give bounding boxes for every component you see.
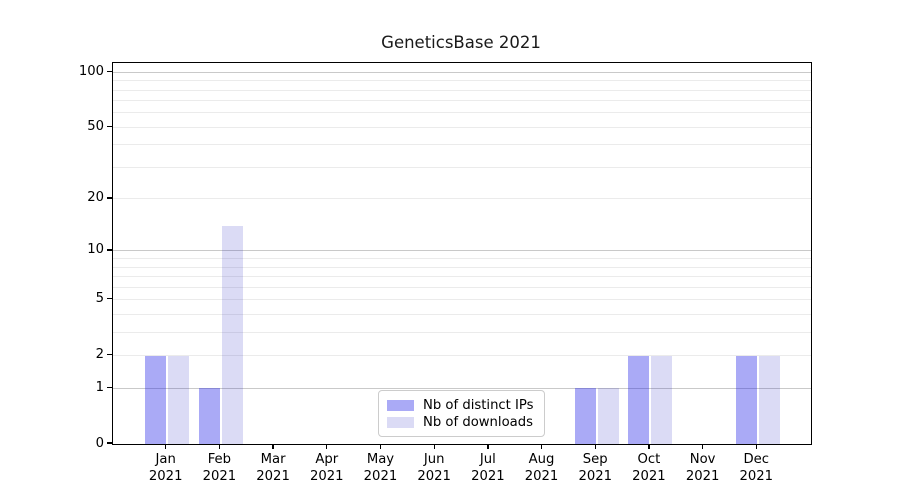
x-tick-label: Dec 2021 bbox=[739, 452, 774, 484]
x-tick-mark bbox=[487, 444, 489, 450]
x-tick-mark bbox=[648, 444, 650, 450]
x-tick-mark bbox=[326, 444, 328, 450]
bar-distinct-ips bbox=[628, 355, 650, 444]
bar-downloads bbox=[168, 355, 190, 444]
y-tick-label: 100 bbox=[78, 63, 104, 79]
bar-distinct-ips bbox=[735, 355, 757, 444]
y-tick-mark bbox=[107, 442, 112, 444]
minor-gridline bbox=[113, 266, 811, 268]
bar-downloads bbox=[651, 355, 673, 444]
major-gridline bbox=[113, 71, 811, 73]
bar-downloads bbox=[221, 225, 243, 444]
y-tick-mark bbox=[107, 386, 112, 388]
x-tick-mark bbox=[379, 444, 382, 450]
bar-distinct-ips bbox=[145, 355, 167, 444]
legend-swatch-downloads bbox=[387, 417, 414, 428]
plot-area bbox=[112, 62, 812, 445]
x-tick-label: May 2021 bbox=[363, 452, 398, 484]
x-tick-label: Apr 2021 bbox=[309, 452, 344, 484]
x-tick-mark bbox=[755, 444, 757, 450]
major-gridline bbox=[113, 387, 811, 389]
minor-gridline bbox=[113, 167, 811, 168]
x-tick-mark bbox=[165, 444, 167, 450]
x-tick-label: Jul 2021 bbox=[471, 452, 505, 484]
minor-gridline bbox=[113, 276, 811, 278]
x-tick-label: Mar 2021 bbox=[256, 452, 290, 484]
major-gridline bbox=[113, 250, 811, 252]
y-tick-label: 50 bbox=[87, 118, 104, 134]
x-tick-mark bbox=[702, 444, 704, 450]
minor-gridline bbox=[113, 355, 811, 357]
bar-downloads bbox=[758, 355, 780, 444]
y-tick-label: 1 bbox=[95, 379, 104, 395]
minor-gridline bbox=[113, 313, 811, 315]
y-tick-mark bbox=[107, 298, 112, 300]
legend: Nb of distinct IPs Nb of downloads bbox=[378, 390, 545, 437]
minor-gridline bbox=[113, 144, 811, 146]
x-tick-label: Feb 2021 bbox=[202, 452, 237, 484]
legend-swatch-distinct-ips bbox=[387, 400, 414, 411]
minor-gridline bbox=[113, 286, 811, 288]
minor-gridline bbox=[113, 126, 811, 128]
y-tick-label: 2 bbox=[95, 347, 104, 363]
x-tick-mark bbox=[594, 444, 596, 450]
y-tick-label: 0 bbox=[95, 435, 104, 451]
gridlines-layer bbox=[113, 63, 811, 444]
x-tick-mark bbox=[272, 444, 274, 450]
legend-label-downloads: Nb of downloads bbox=[423, 415, 533, 430]
y-tick-label: 10 bbox=[87, 242, 104, 258]
bars-layer bbox=[113, 63, 811, 444]
minor-gridline bbox=[113, 198, 811, 200]
x-tick-label: Sep 2021 bbox=[578, 452, 612, 484]
y-tick-label: 20 bbox=[87, 190, 104, 206]
minor-gridline bbox=[113, 80, 811, 82]
x-tick-label: Jan 2021 bbox=[148, 452, 183, 484]
minor-gridline bbox=[113, 89, 811, 91]
y-tick-label: 5 bbox=[95, 291, 104, 307]
y-tick-mark bbox=[107, 70, 112, 73]
x-tick-mark bbox=[540, 444, 543, 450]
x-tick-mark bbox=[218, 444, 221, 450]
x-tick-label: Aug 2021 bbox=[524, 452, 559, 484]
y-tick-mark bbox=[107, 197, 112, 199]
bar-distinct-ips bbox=[574, 388, 596, 444]
legend-entry-downloads: Nb of downloads bbox=[387, 414, 536, 431]
y-tick-mark bbox=[107, 353, 112, 356]
legend-label-distinct-ips: Nb of distinct IPs bbox=[423, 398, 534, 413]
x-tick-label: Nov 2021 bbox=[685, 452, 720, 484]
minor-gridline bbox=[113, 112, 811, 114]
minor-gridline bbox=[113, 258, 811, 260]
x-tick-label: Oct 2021 bbox=[632, 452, 666, 484]
x-tick-mark bbox=[433, 444, 435, 450]
chart-title: GeneticsBase 2021 bbox=[381, 33, 541, 52]
legend-entry-distinct-ips: Nb of distinct IPs bbox=[387, 397, 536, 414]
minor-gridline bbox=[113, 299, 811, 301]
bar-distinct-ips bbox=[198, 388, 220, 444]
minor-gridline bbox=[113, 331, 811, 333]
y-tick-mark bbox=[107, 249, 112, 251]
x-tick-label: Jun 2021 bbox=[417, 452, 451, 484]
bar-downloads bbox=[597, 388, 619, 444]
minor-gridline bbox=[113, 100, 811, 102]
y-tick-mark bbox=[107, 125, 112, 128]
